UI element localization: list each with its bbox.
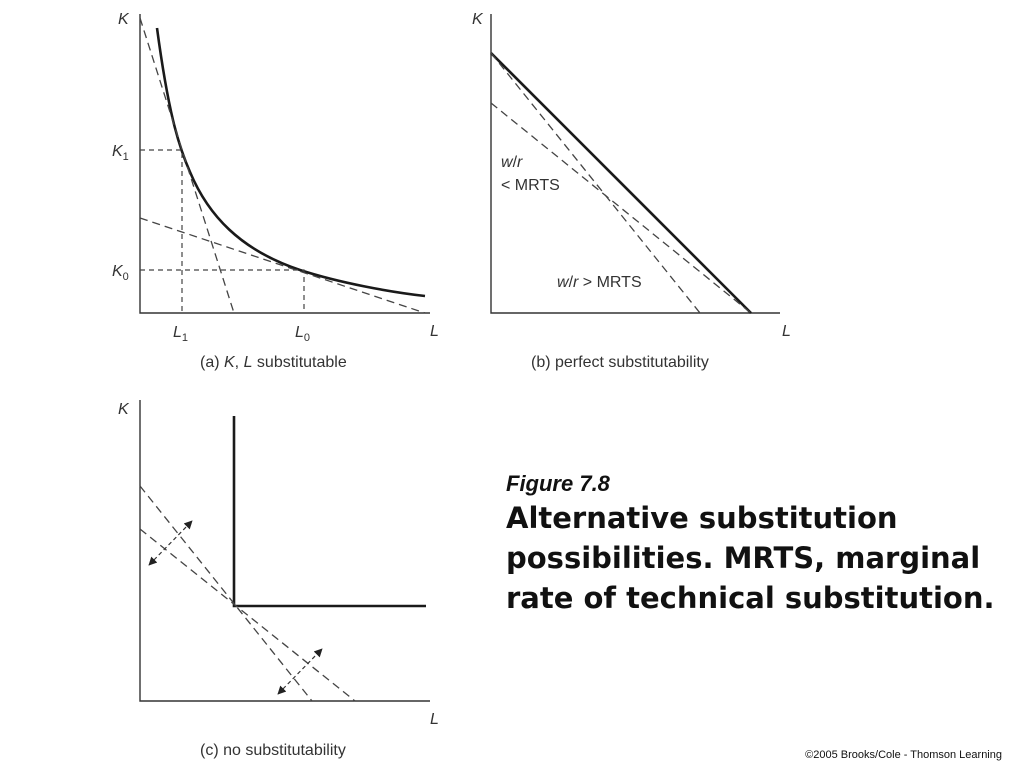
panel-c-y-axis-label: K bbox=[118, 401, 130, 418]
panel-c-flat-isocost bbox=[139, 528, 356, 702]
panel-a-y-axis-label: K bbox=[118, 11, 130, 28]
panel-a-l1-label: L1 bbox=[173, 324, 188, 344]
panel-c-x-axis-label: L bbox=[430, 711, 439, 728]
panel-b-caption: (b) perfect substitutability bbox=[531, 354, 709, 371]
panel-c-axes bbox=[139, 400, 430, 702]
panel-a-caption: (a) K, L substitutable bbox=[200, 354, 347, 371]
panel-b: K L w/r < MRTS w/r > MRTS (b) perfect su… bbox=[472, 11, 791, 371]
panel-c-caption: (c) no substitutability bbox=[200, 742, 346, 759]
panel-a-k0-label: K0 bbox=[112, 263, 129, 283]
panel-c-upper-rotation-arrow bbox=[148, 520, 193, 566]
figure-title: Alternative substitution possibilities. … bbox=[506, 501, 995, 615]
panel-b-isoquant bbox=[490, 52, 752, 314]
panel-c-steep-isocost bbox=[139, 485, 313, 702]
panel-b-steep-isocost bbox=[490, 52, 701, 314]
panel-a-axes bbox=[139, 14, 430, 314]
panel-b-axes bbox=[490, 14, 780, 314]
panel-a-flat-tangent bbox=[139, 217, 426, 314]
panel-a-x-axis-label: L bbox=[430, 323, 439, 340]
panel-b-y-axis-label: K bbox=[472, 11, 484, 28]
panel-a-isoquant bbox=[155, 27, 426, 298]
panel-b-label-less: w/r bbox=[501, 154, 523, 171]
figure-caption: Figure 7.8 Alternative substitution poss… bbox=[506, 470, 1006, 618]
panel-a-k1-l1-guides bbox=[140, 149, 183, 313]
panel-a-k0-l0-guides bbox=[140, 269, 305, 313]
panel-a: K L K1 K0 L1 L0 (a) K, L substitutable bbox=[112, 11, 439, 371]
panel-c: K L (c) no substitutability bbox=[118, 400, 439, 759]
panel-c-lower-rotation-arrow bbox=[277, 648, 323, 695]
panel-c-isoquant bbox=[232, 416, 426, 608]
panel-b-label-greater: w/r > MRTS bbox=[557, 274, 642, 291]
copyright-notice: ©2005 Brooks/Cole - Thomson Learning bbox=[805, 749, 1002, 761]
panel-b-x-axis-label: L bbox=[782, 323, 791, 340]
panel-a-l0-label: L0 bbox=[295, 324, 310, 344]
panel-a-k1-label: K1 bbox=[112, 143, 129, 163]
panel-b-label-less-mrts: < MRTS bbox=[501, 177, 560, 194]
figure-number: Figure 7.8 bbox=[506, 471, 610, 496]
panel-b-flat-isocost bbox=[490, 102, 752, 314]
